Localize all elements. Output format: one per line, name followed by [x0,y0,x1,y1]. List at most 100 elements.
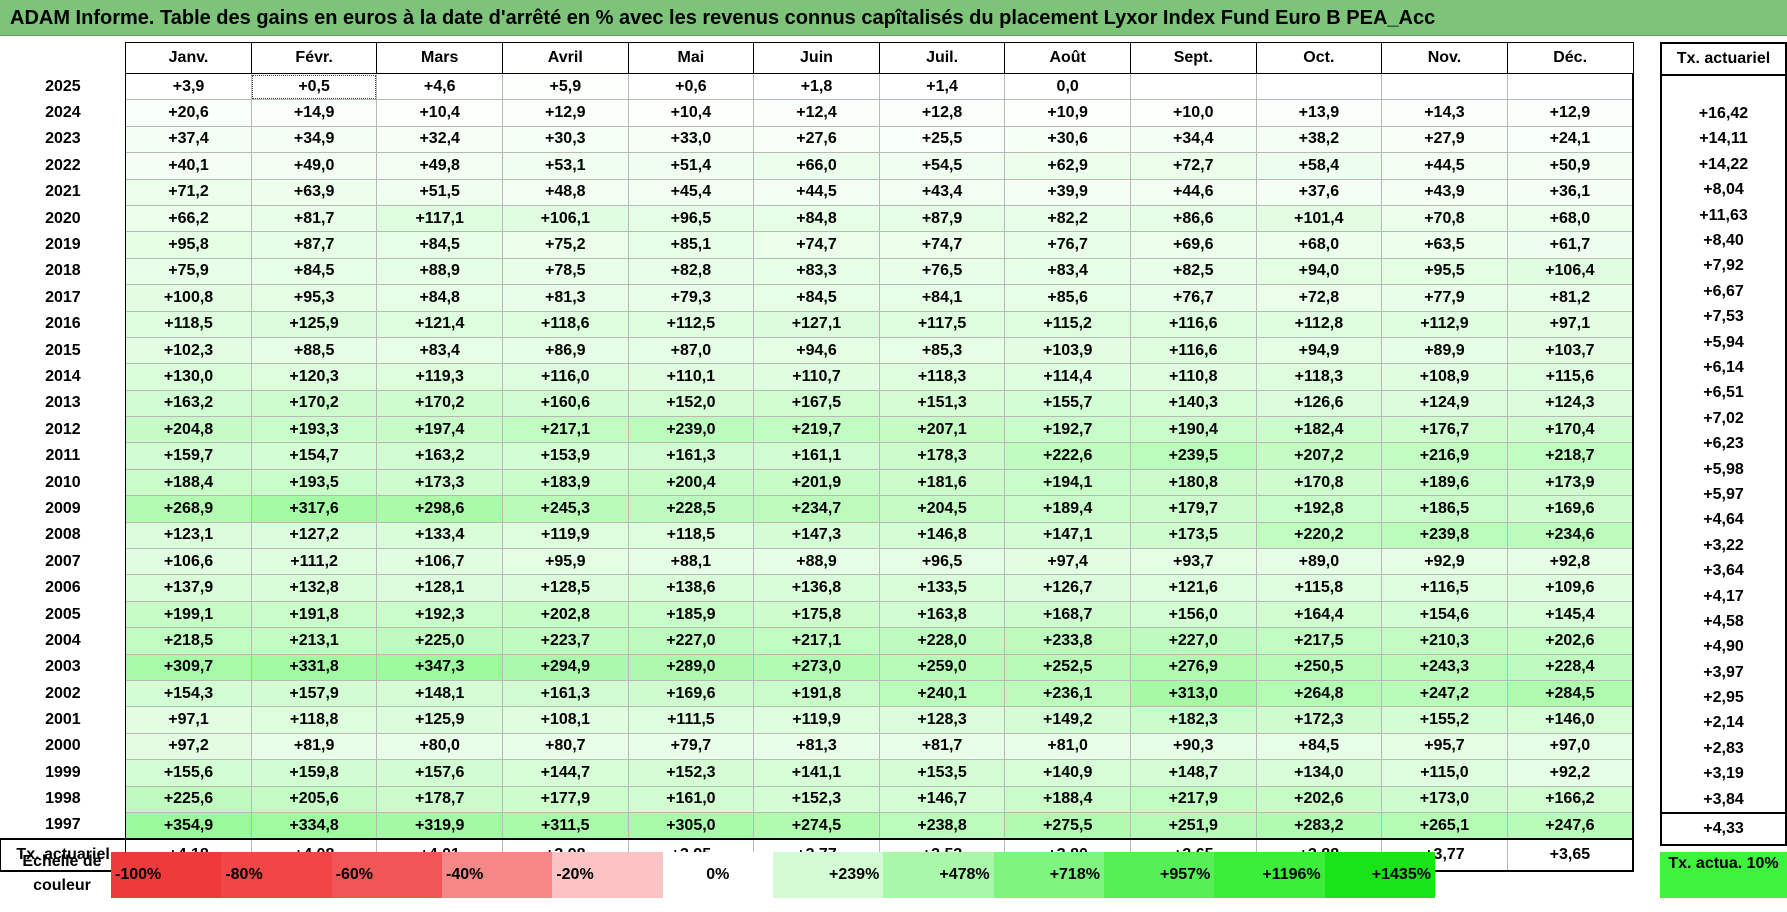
gain-cell: +78,5 [502,257,629,286]
gain-cell: +0,6 [627,72,755,101]
gain-cell: +141,1 [753,759,880,787]
gain-cell: +202,8 [502,600,629,629]
gain-cell: +85,1 [627,231,755,259]
tx-row: +3,22 [1660,533,1787,559]
gain-cell: +202,6 [1506,627,1634,655]
color-scale-swatch: -100% [111,852,222,898]
gain-cell: +71,2 [125,178,252,206]
gain-cell: +106,4 [1506,257,1634,286]
gain-cell: +10,0 [1129,99,1257,127]
gain-cell: +81,9 [250,732,378,761]
gain-cell: +124,9 [1381,389,1508,418]
gain-cell: +106,1 [502,204,629,233]
gain-cell: +38,2 [1255,125,1383,154]
table-row: 1998 +225,6 +205,6 +178,7 +177,9 +161,0 +152,3… [0,785,1634,813]
gain-cell: +146,0 [1506,706,1634,734]
color-scale-swatch: +957% [1103,852,1215,898]
gain-cell: +331,8 [250,653,378,681]
gain-cell: +204,5 [878,495,1006,523]
gain-cell: +43,9 [1381,178,1508,206]
gain-cell: +89,0 [1255,548,1383,576]
gain-cell: +264,8 [1255,679,1383,708]
gain-cell: +154,3 [125,679,252,708]
year-cell: 2005 [0,601,127,628]
tx-actuariel-cell: +5,94 [1660,329,1787,356]
gain-cell: +79,3 [627,284,755,312]
color-scale-label: Echelle de couleur [22,853,102,894]
gain-cell: +76,7 [1004,231,1131,259]
tx-row: +14,11 [1660,126,1787,153]
gain-cell: +14,3 [1381,99,1508,127]
gain-cell: +118,8 [250,706,378,734]
gain-cell: +12,4 [753,99,880,127]
gain-cell: +136,8 [753,574,880,602]
tx-actuariel-cell: +2,83 [1660,736,1787,762]
gain-cell: +86,6 [1129,204,1257,233]
gain-cell: +115,2 [1004,310,1131,338]
gain-cell: +20,6 [125,99,252,127]
gain-cell: +225,6 [125,785,252,813]
gain-cell: +106,6 [125,548,252,576]
gain-cell: +223,7 [502,627,629,655]
tx-actuariel-label: Tx. actuariel [0,838,127,873]
gain-cell: +75,2 [502,231,629,259]
gain-cell: +188,4 [125,468,252,497]
gain-cell: +243,3 [1381,653,1508,681]
gain-cell: +182,3 [1129,706,1257,734]
gain-cell: +49,8 [376,152,503,180]
tx-actuariel-cell: +4,58 [1660,609,1787,635]
month-header: Févr. [250,42,378,74]
gain-cell: +175,8 [753,600,880,629]
tx-actuariel-cell: +6,67 [1660,279,1787,305]
gain-cell: +163,8 [878,600,1006,629]
tx-actuariel-cell: +6,23 [1660,431,1787,457]
gain-cell: +259,0 [878,653,1006,681]
gain-cell: +4,6 [376,72,503,101]
gain-cell: +58,4 [1255,152,1383,180]
gain-cell: +68,0 [1255,231,1383,259]
gain-cell: +37,4 [125,125,252,154]
gain-cell: +153,9 [502,442,629,470]
gain-cell: +164,4 [1255,600,1383,629]
gain-cell: +118,6 [502,310,629,338]
tx-actuariel-cell: +2,14 [1660,710,1787,737]
color-scale-legend: Echelle de couleur -100% -80% -60% -40% -20%… [0,846,1787,902]
month-header: Mai [627,42,755,74]
table-row: 2015 +102,3 +88,5 +83,4 +86,9 +87,0 +94,6 +85,3… [0,336,1634,365]
gain-cell: +115,0 [1381,759,1508,787]
gain-cell: +3,9 [125,72,252,101]
gain-cell: +88,9 [376,257,503,286]
gain-cell: +62,9 [1004,152,1131,180]
year-cell: 2006 [0,574,127,602]
gain-cell: +173,0 [1381,785,1508,813]
color-scale-swatch: 0% [662,852,773,898]
gain-cell: +233,8 [1004,627,1131,655]
gain-cell: +86,9 [502,336,629,365]
gain-cell: +43,4 [878,178,1006,206]
gain-cell: +294,9 [502,653,629,681]
table-row: 2023 +37,4 +34,9 +32,4 +30,3 +33,0 +27,6 +25,5 +… [0,125,1634,154]
gain-cell: +222,6 [1004,442,1131,470]
tx-row: +6,14 [1660,355,1787,381]
gain-cell: +116,6 [1129,336,1257,365]
gain-cell: +118,5 [627,521,755,550]
gain-cell: +238,8 [878,811,1006,840]
tx-row: +8,04 [1660,177,1787,203]
gain-cell: +81,3 [753,732,880,761]
gain-cell: +194,1 [1004,468,1131,497]
gain-cell: +154,6 [1381,600,1508,629]
year-cell: 2000 [0,733,127,760]
gain-cell: +40,1 [125,152,252,180]
gain-cell: +205,6 [250,785,378,813]
gain-cell: +83,4 [1004,257,1131,286]
tx-row: +16,42 [1660,101,1787,127]
gain-cell: +79,7 [627,732,755,761]
tx-actuariel-cell: +8,40 [1660,228,1787,254]
gain-cell: +84,1 [878,284,1006,312]
gain-cell: +90,3 [1129,732,1257,761]
gain-cell: +149,2 [1004,706,1131,734]
gain-cell: +200,4 [627,468,755,497]
tx-row [1660,75,1787,102]
gain-cell: +30,3 [502,125,629,154]
gain-cell: +309,7 [125,653,252,681]
